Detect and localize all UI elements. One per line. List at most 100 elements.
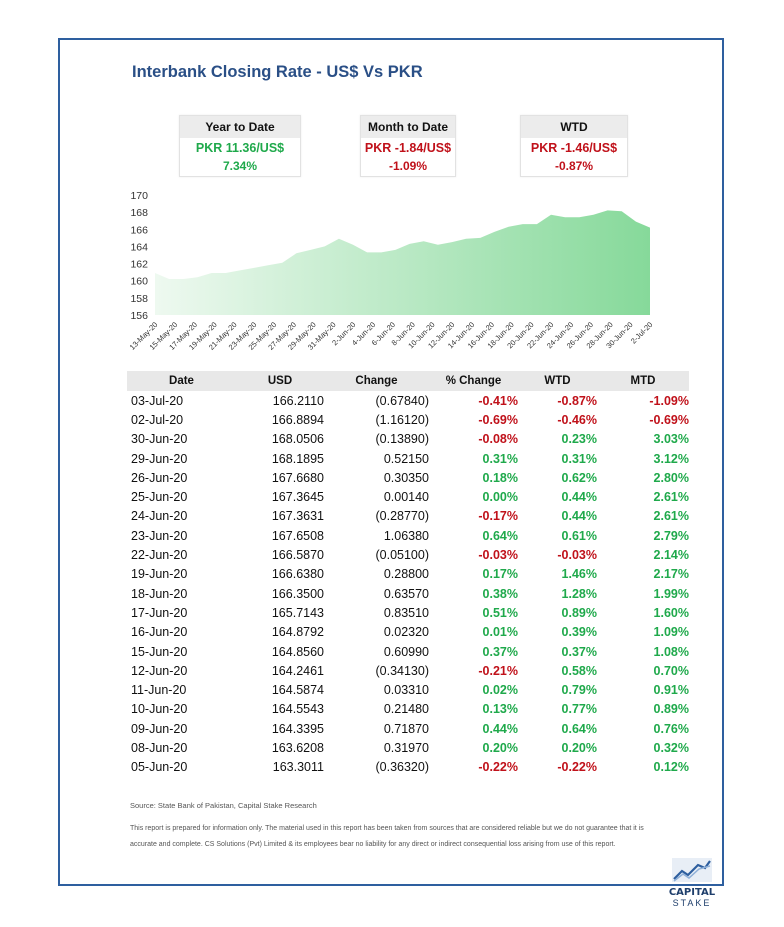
cell-mtd: 2.80% xyxy=(653,470,689,485)
cell-change: 0.21480 xyxy=(383,702,429,717)
cell-usd: 167.6508 xyxy=(271,528,324,543)
table-row: 03-Jul-20 166.2110 (0.67840) -0.41% -0.87% -1… xyxy=(127,391,689,410)
cell-usd: 166.6380 xyxy=(271,567,324,582)
table-row: 02-Jul-20 166.8894 (1.16120) -0.69% -0.46% -0… xyxy=(127,410,689,429)
cell-usd: 164.3395 xyxy=(271,721,324,736)
cell-date: 09-Jun-20 xyxy=(131,721,188,736)
kpi-label: WTD xyxy=(521,116,627,138)
cell-percent-change: -0.41% xyxy=(478,393,518,408)
cell-percent-change: 0.37% xyxy=(482,644,518,659)
cell-wtd: 0.58% xyxy=(561,663,597,678)
cell-wtd: 0.39% xyxy=(561,625,597,640)
cell-percent-change: 0.31% xyxy=(482,451,518,466)
cell-change: 0.60990 xyxy=(383,644,429,659)
cell-change: (0.13890) xyxy=(375,432,429,447)
cell-percent-change: -0.08% xyxy=(478,432,518,447)
cell-wtd: -0.46% xyxy=(557,412,597,427)
header-change: Change xyxy=(324,371,429,391)
y-tick-label: 166 xyxy=(130,224,148,236)
y-tick-label: 158 xyxy=(130,293,148,305)
header-wtd: WTD xyxy=(518,371,597,391)
cell-wtd: 0.64% xyxy=(561,721,597,736)
cell-mtd: 1.08% xyxy=(653,644,689,659)
cell-percent-change: -0.22% xyxy=(478,760,518,775)
kpi-label: Year to Date xyxy=(180,116,300,138)
report-frame xyxy=(58,38,724,886)
cell-change: (0.05100) xyxy=(375,548,429,563)
page-title: Interbank Closing Rate - US$ Vs PKR xyxy=(132,63,423,81)
cell-mtd: 2.14% xyxy=(653,548,689,563)
kpi-year-to-date: Year to Date PKR 11.36/US$ 7.34% xyxy=(179,115,301,177)
cell-mtd: 0.32% xyxy=(653,740,689,755)
cell-usd: 164.8560 xyxy=(271,644,324,659)
table-row: 15-Jun-20 164.8560 0.60990 0.37% 0.37% 1.08% xyxy=(127,642,689,661)
cell-date: 03-Jul-20 xyxy=(131,393,184,408)
cell-wtd: 0.62% xyxy=(561,470,597,485)
y-tick-label: 156 xyxy=(130,310,148,322)
table-row: 12-Jun-20 164.2461 (0.34130) -0.21% 0.58% 0.7… xyxy=(127,661,689,680)
capital-stake-logo: CAPITAL STAKE xyxy=(667,858,717,912)
disclaimer: This report is prepared for information … xyxy=(130,825,644,848)
x-tick-label: 2-Jul-20 xyxy=(629,320,655,346)
logo-text-capital: CAPITAL xyxy=(668,887,716,898)
cell-usd: 168.0506 xyxy=(271,432,324,447)
y-tick-label: 170 xyxy=(130,190,148,202)
cell-date: 29-Jun-20 xyxy=(131,451,188,466)
table-row: 10-Jun-20 164.5543 0.21480 0.13% 0.77% 0.89% xyxy=(127,700,689,719)
cell-wtd: 0.37% xyxy=(561,644,597,659)
cell-mtd: 3.03% xyxy=(653,432,689,447)
table-row: 24-Jun-20 167.3631 (0.28770) -0.17% 0.44% 2.6… xyxy=(127,507,689,526)
cell-date: 24-Jun-20 xyxy=(131,509,188,524)
cell-change: 0.03310 xyxy=(383,683,429,698)
kpi-percent: -0.87% xyxy=(554,159,594,173)
header-mtd: MTD xyxy=(597,371,689,391)
y-tick-label: 168 xyxy=(130,207,148,219)
cell-change: 0.63570 xyxy=(383,586,429,601)
rate-area-series xyxy=(155,210,650,315)
cell-usd: 164.5543 xyxy=(271,702,324,717)
cell-usd: 163.6208 xyxy=(271,740,324,755)
cell-date: 10-Jun-20 xyxy=(131,702,188,717)
cell-wtd: 0.89% xyxy=(561,605,597,620)
y-tick-label: 160 xyxy=(130,276,148,288)
cell-change: (0.28770) xyxy=(375,509,429,524)
table-row: 16-Jun-20 164.8792 0.02320 0.01% 0.39% 1.09% xyxy=(127,623,689,642)
cell-date: 08-Jun-20 xyxy=(131,740,188,755)
cell-date: 05-Jun-20 xyxy=(131,760,188,775)
cell-percent-change: 0.51% xyxy=(482,605,518,620)
y-tick-label: 162 xyxy=(130,259,148,271)
cell-date: 26-Jun-20 xyxy=(131,470,188,485)
kpi-month-to-date: Month to Date PKR -1.84/US$ -1.09% xyxy=(360,115,456,177)
cell-date: 30-Jun-20 xyxy=(131,432,188,447)
kpi-week-to-date: WTD PKR -1.46/US$ -0.87% xyxy=(520,115,628,177)
cell-date: 12-Jun-20 xyxy=(131,663,188,678)
cell-mtd: 3.12% xyxy=(653,451,689,466)
cell-percent-change: -0.21% xyxy=(478,663,518,678)
cell-date: 25-Jun-20 xyxy=(131,490,188,505)
cell-usd: 165.7143 xyxy=(271,605,324,620)
kpi-percent: -1.09% xyxy=(388,159,428,173)
cell-change: 0.31970 xyxy=(383,740,429,755)
table-row: 09-Jun-20 164.3395 0.71870 0.44% 0.64% 0.76% xyxy=(127,719,689,738)
cell-wtd: 0.31% xyxy=(561,451,597,466)
cell-percent-change: 0.18% xyxy=(482,470,518,485)
table-header-row: Date USD Change % Change WTD MTD xyxy=(127,371,689,391)
cell-wtd: 0.79% xyxy=(561,683,597,698)
cell-wtd: 0.20% xyxy=(561,740,597,755)
cell-wtd: -0.03% xyxy=(557,548,597,563)
cell-wtd: 0.44% xyxy=(561,490,597,505)
cell-usd: 166.8894 xyxy=(271,412,324,427)
cell-usd: 167.3631 xyxy=(271,509,324,524)
cell-date: 15-Jun-20 xyxy=(131,644,188,659)
cell-change: (0.67840) xyxy=(375,393,429,408)
cell-change: 0.28800 xyxy=(383,567,429,582)
cell-usd: 166.2110 xyxy=(272,393,324,408)
cell-mtd: 2.61% xyxy=(653,490,689,505)
exchange-rate-area-chart: 15615816016216416616817013-May-2015-May-… xyxy=(128,190,655,352)
cell-date: 18-Jun-20 xyxy=(131,586,188,601)
cell-date: 02-Jul-20 xyxy=(131,412,184,427)
cell-percent-change: 0.44% xyxy=(482,721,518,736)
cell-mtd: 2.17% xyxy=(653,567,689,582)
cell-change: 0.00140 xyxy=(383,490,429,505)
kpi-value: PKR -1.84/US$ xyxy=(364,141,452,155)
